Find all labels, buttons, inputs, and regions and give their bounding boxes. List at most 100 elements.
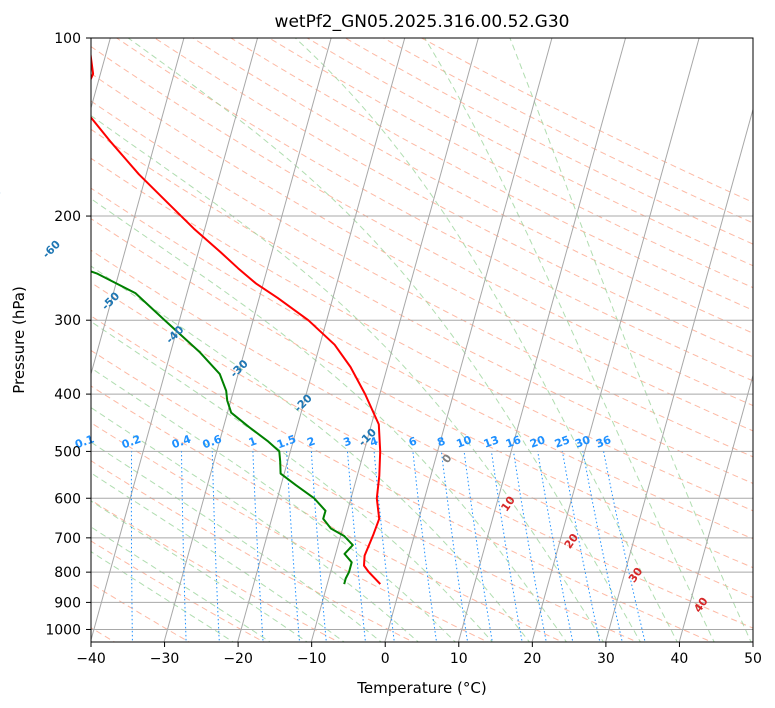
dry-adiabat-label: -20 bbox=[292, 391, 315, 414]
mixing-ratio-line bbox=[490, 451, 523, 642]
isotherm-line bbox=[163, 38, 332, 642]
mixing-ratio-label: 3 bbox=[342, 435, 354, 450]
moist-adiabat-label: 10 bbox=[498, 494, 518, 514]
dewpoint-line bbox=[91, 270, 354, 585]
dry-adiabat-line bbox=[116, 38, 753, 382]
x-tick-label: 10 bbox=[450, 651, 468, 667]
dry-adiabat-label: -60 bbox=[40, 238, 63, 261]
mixing-ratio-line bbox=[252, 451, 264, 642]
mixing-ratio-line bbox=[582, 451, 623, 642]
chart-title: wetPf2_GN05.2025.316.00.52.G30 bbox=[275, 12, 570, 32]
dry-adiabat-line bbox=[91, 460, 415, 642]
moist-adiabat-line bbox=[91, 114, 605, 642]
dry-adiabat-line bbox=[91, 72, 753, 432]
moist-adiabat-line bbox=[91, 407, 419, 642]
profile-lines bbox=[91, 50, 382, 585]
mixing-ratio-label: 13 bbox=[482, 433, 501, 450]
moist-adiabat-label: 30 bbox=[626, 565, 646, 585]
x-tick-label: −30 bbox=[150, 651, 180, 667]
y-tick-label: 700 bbox=[54, 531, 81, 547]
mixing-ratio-label: 0.4 bbox=[170, 432, 193, 451]
mixing-ratio-label: 10 bbox=[455, 433, 474, 451]
moist-adiabat-label: 0 bbox=[440, 452, 455, 466]
mixing-ratio-line bbox=[211, 451, 220, 642]
mixing-ratio-label: 8 bbox=[435, 435, 447, 450]
mixing-ratio-line bbox=[537, 451, 574, 642]
x-tick-label: −40 bbox=[76, 651, 106, 667]
mixing-ratio-label: 0.6 bbox=[201, 432, 224, 451]
y-tick-label: 800 bbox=[54, 565, 81, 581]
y-tick-label: 1000 bbox=[45, 622, 81, 638]
dry-adiabat-line bbox=[91, 187, 753, 540]
dry-adiabat-line bbox=[91, 281, 753, 629]
dry-adiabat-line bbox=[91, 582, 191, 642]
dry-adiabat-label: -50 bbox=[99, 289, 122, 312]
dry-adiabat-line bbox=[91, 100, 753, 458]
mixing-ratio-line bbox=[286, 451, 301, 642]
dry-adiabat-line bbox=[91, 385, 564, 642]
isotherm-line bbox=[384, 38, 553, 642]
mixing-ratio-line bbox=[130, 451, 133, 642]
moist-adiabat-line bbox=[294, 38, 678, 642]
dry-adiabat-line bbox=[91, 315, 713, 642]
dry-adiabat-label: -70 bbox=[0, 185, 4, 208]
isotherm-line bbox=[91, 38, 259, 642]
dry-adiabat-label: -30 bbox=[228, 357, 251, 380]
moist-adiabat-line bbox=[91, 441, 383, 642]
mixing-ratio-label: 1 bbox=[247, 435, 259, 450]
dry-adiabat-line bbox=[421, 38, 753, 203]
isotherm-line bbox=[457, 38, 627, 642]
isotherm-line bbox=[678, 373, 753, 642]
moist-adiabat-label: 40 bbox=[691, 595, 711, 615]
plot-frame bbox=[90, 37, 754, 643]
y-tick-label: 200 bbox=[54, 209, 81, 225]
x-tick-label: −10 bbox=[297, 651, 327, 667]
x-axis-label: Temperature (°C) bbox=[356, 679, 486, 697]
dry-adiabat-line bbox=[91, 128, 753, 484]
axes: −40 −30 −20 −10 0 10 20 30 40 5010020030040050060… bbox=[45, 31, 762, 667]
dry-adiabat-line bbox=[383, 38, 753, 224]
mixing-ratio-line bbox=[82, 451, 85, 644]
mixing-ratio-label: 0.1 bbox=[73, 432, 96, 451]
dry-adiabat-line bbox=[306, 38, 753, 267]
mixing-ratio-line bbox=[181, 451, 187, 642]
x-tick-label: 20 bbox=[523, 651, 541, 667]
isotherm-line bbox=[531, 38, 700, 642]
mixing-ratio-label: 2 bbox=[305, 435, 317, 450]
y-tick-label: 100 bbox=[54, 31, 81, 47]
moist-adiabat-line bbox=[424, 38, 715, 642]
dry-adiabat-line bbox=[154, 38, 753, 358]
isotherm-line bbox=[237, 38, 406, 642]
moist-adiabat-line bbox=[91, 265, 531, 642]
background-lines bbox=[82, 38, 753, 644]
dry-adiabat-line bbox=[91, 249, 753, 598]
mixing-ratio-label: 1.5 bbox=[275, 433, 298, 452]
x-tick-label: 50 bbox=[744, 651, 762, 667]
temperature-line bbox=[91, 50, 382, 585]
mixing-ratio-label: 25 bbox=[553, 433, 572, 450]
moist-adiabat-line bbox=[91, 367, 457, 642]
mixing-ratio-label: 20 bbox=[528, 433, 547, 451]
moist-adiabat-line bbox=[91, 320, 494, 642]
mixing-ratio-label: 16 bbox=[504, 433, 523, 451]
mixing-ratio-line bbox=[463, 451, 493, 642]
dry-adiabat-line bbox=[192, 38, 753, 334]
moist-adiabat-label: 20 bbox=[562, 531, 582, 551]
y-tick-label: 300 bbox=[54, 313, 81, 329]
y-tick-label: 900 bbox=[54, 595, 81, 611]
x-tick-label: −20 bbox=[223, 651, 253, 667]
dry-adiabat-line bbox=[91, 218, 753, 569]
mixing-ratio-line bbox=[373, 451, 395, 642]
y-tick-label: 400 bbox=[54, 387, 81, 403]
isotherm-line bbox=[310, 38, 479, 642]
dry-adiabat-line bbox=[91, 157, 753, 512]
isotherm-line bbox=[752, 639, 753, 642]
line-annotations: -100-90-80-70-60-50-40-30-20-100.10.20.4… bbox=[0, 185, 711, 615]
isotherm-line bbox=[91, 38, 185, 376]
x-tick-label: 0 bbox=[381, 651, 390, 667]
mixing-ratio-label: 36 bbox=[594, 433, 613, 451]
y-axis-label: Pressure (hPa) bbox=[10, 286, 28, 394]
mixing-ratio-label: 30 bbox=[573, 433, 592, 451]
x-tick-label: 40 bbox=[671, 651, 689, 667]
